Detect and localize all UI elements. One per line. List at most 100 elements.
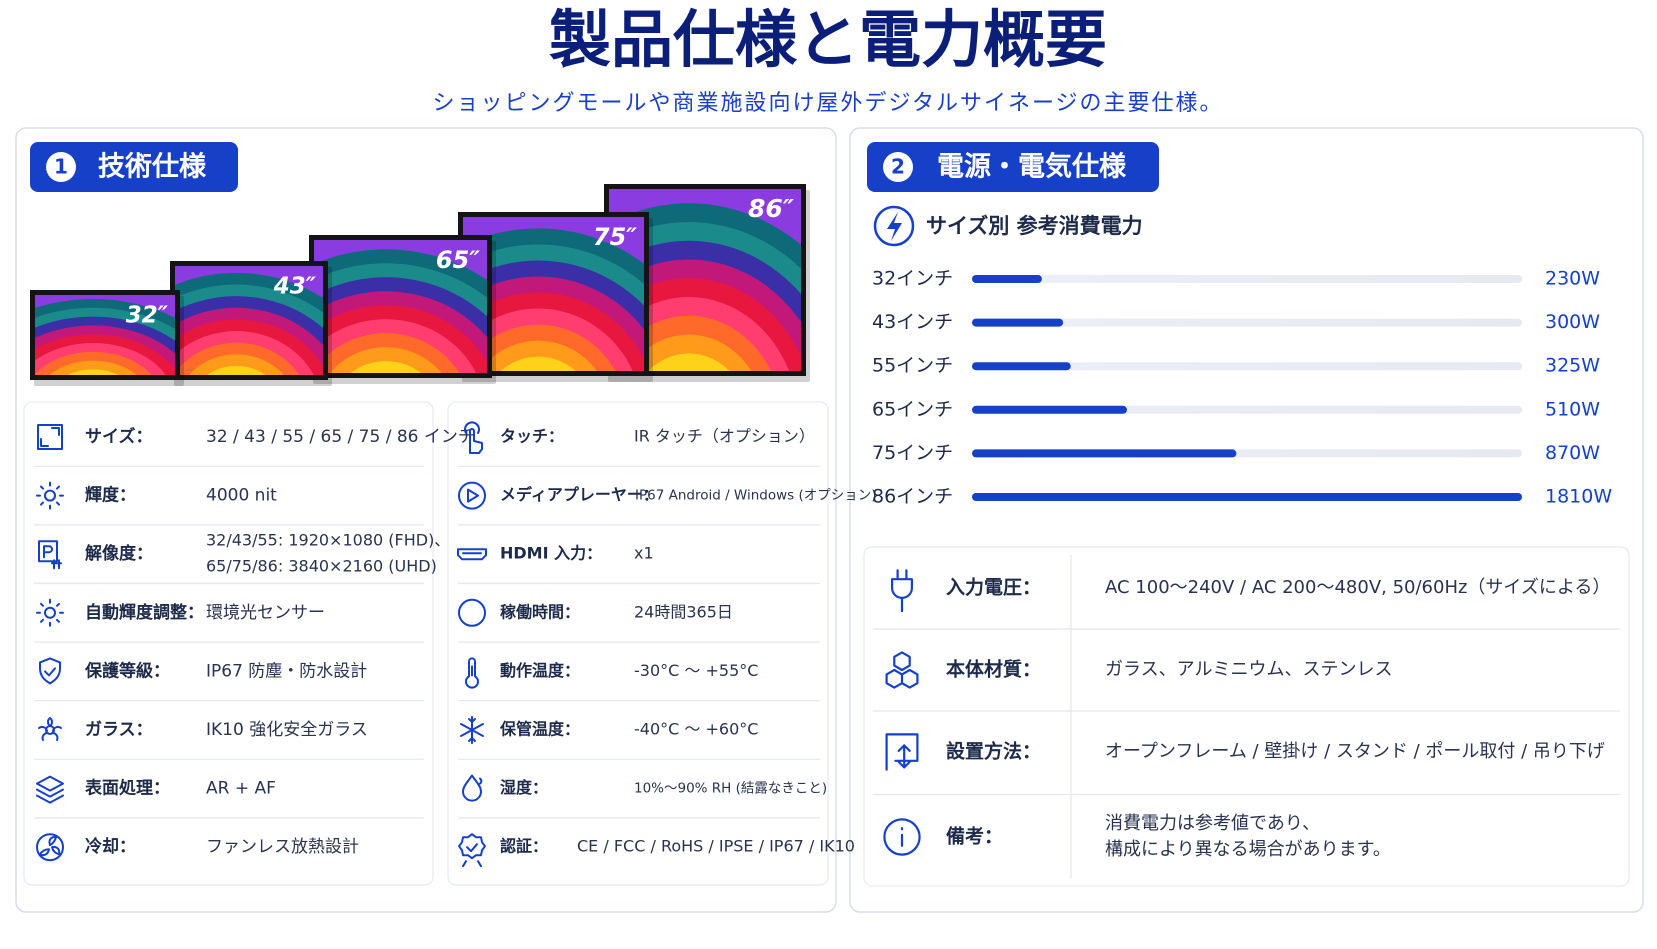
row-label: HDMI 入力： [500,544,602,563]
row-label: 輝度： [85,485,136,506]
row-value: 消費電力は参考値であり、 [1105,813,1320,834]
row-value: 10%～90% RH (結露なきこと) [634,781,827,797]
row-label: 保管温度： [499,720,580,739]
row-label: 表面処理： [85,778,170,799]
spec-table [863,546,1630,887]
row-value: IP67 防塵・防水設計 [206,661,367,681]
row-value: -30°C ～ +55°C [634,661,758,680]
row-value: IR タッチ（オプション） [634,427,815,446]
row-icon [885,733,919,771]
row-icon [883,818,921,856]
monitor-size: 75″ [593,223,637,251]
row-icon [39,657,61,685]
row-value: 環境光センサー [206,603,325,623]
row-label: 保護等級： [84,660,170,681]
row-label: 設置方法： [946,740,1041,763]
row-icon [458,598,486,627]
row-value: AR + AF [206,779,276,799]
row-value: オープンフレーム / 壁掛け / スタンド / ポール取付 / 吊り下げ [1105,741,1605,762]
row-value: 65/75/86: 3840×2160 (UHD) [206,557,437,576]
row-value: ファンレス放熱設計 [206,837,359,857]
row-value: 構成により異なる場合があります。 [1105,839,1391,860]
monitor-screen [175,266,323,375]
category-label: 32インチ [872,268,953,290]
row-label: 入力電圧： [946,576,1041,599]
row-icon [36,833,64,862]
bar [972,449,1237,458]
monitor-screen [609,189,801,371]
value-label: 325W [1545,355,1600,377]
row-icon [458,833,486,868]
bar [972,318,1064,327]
row-value: IK10 強化安全ガラス [206,720,368,740]
row-icon [885,651,919,689]
row-label: タッチ： [500,427,564,446]
screen-arc [67,369,119,375]
row-label: 認証： [500,837,548,856]
row-label: 稼働時間： [500,602,580,621]
row-icon [890,569,914,613]
value-label: 300W [1545,311,1600,333]
category-label: 86インチ [872,486,953,508]
monitor-size: 43″ [273,274,317,300]
badge-number: 2 [891,155,905,179]
bar [972,275,1042,283]
row-icon [465,657,479,689]
category-label: 65インチ [872,398,953,420]
monitor-size: 65″ [436,246,480,274]
row-icon [38,540,62,570]
row-label: 解像度： [85,543,153,564]
screen-arc [479,340,597,371]
section-title: 電源・電気仕様 [937,151,1127,183]
value-label: 870W [1545,442,1600,464]
row-label: 自動輝度調整： [85,602,204,623]
badge-circle [883,152,913,182]
category-label: 43インチ [872,311,953,333]
row-label: メディアプレーヤー： [500,485,659,504]
monitor-screen [463,217,644,371]
chart-title: サイズ別 参考消費電力 [926,214,1143,238]
row-value: 32/43/55: 1920×1080 (FHD)、 [206,531,450,550]
row-value: 32 / 43 / 55 / 65 / 75 / 86 インチ [206,427,475,447]
row-value: ガラス、アルミニウム、ステンレス [1105,659,1392,680]
row-value: AC 100～240V / AC 200～480V, 50/60Hz（サイズによ… [1105,577,1610,598]
value-label: 1810W [1545,486,1612,508]
screen-arc [189,354,284,375]
section-title: 技術仕様 [98,152,207,183]
row-icon [457,548,487,561]
bar-track [972,318,1522,327]
spec-table [23,401,434,886]
monitor-screen [35,295,175,375]
bar [972,362,1071,371]
bar-track [972,362,1522,371]
row-icon [462,774,483,802]
row-label: ガラス： [85,720,153,740]
category-label: 75インチ [872,442,953,464]
value-label: 510W [1545,398,1600,420]
monitor-screen [314,240,487,373]
screen-arc [500,356,576,371]
row-label: 湿度： [499,778,548,797]
value-label: 230W [1545,268,1600,290]
row-icon [458,481,486,510]
bar [972,405,1127,414]
bar [972,493,1522,501]
badge-number: 1 [54,155,68,179]
row-label: サイズ： [85,426,153,447]
category-label: 55インチ [872,355,953,377]
row-value: CE / FCC / RoHS / IPSE / IP67 / IK10 [577,837,855,856]
monitor-size: 86″ [748,194,795,223]
bar-track [972,275,1522,283]
power-icon [887,212,902,241]
screen-arc [207,365,266,375]
row-label: 冷却： [85,836,136,857]
power-badge [867,142,1159,192]
row-icon [38,717,62,741]
row-value: x1 [634,544,654,563]
page-title: 製品仕様と電力概要 [549,3,1107,76]
content: 86″ 75″ 65″ 43″ 32″ サイズ： 32 / 43 / 55 / 65 / 7… [30,184,1620,868]
row-icon [36,481,64,510]
page-subtitle: ショッピングモールや商業施設向け屋外デジタルサイネージの主要仕様。 [432,91,1223,116]
row-icon [36,775,64,804]
